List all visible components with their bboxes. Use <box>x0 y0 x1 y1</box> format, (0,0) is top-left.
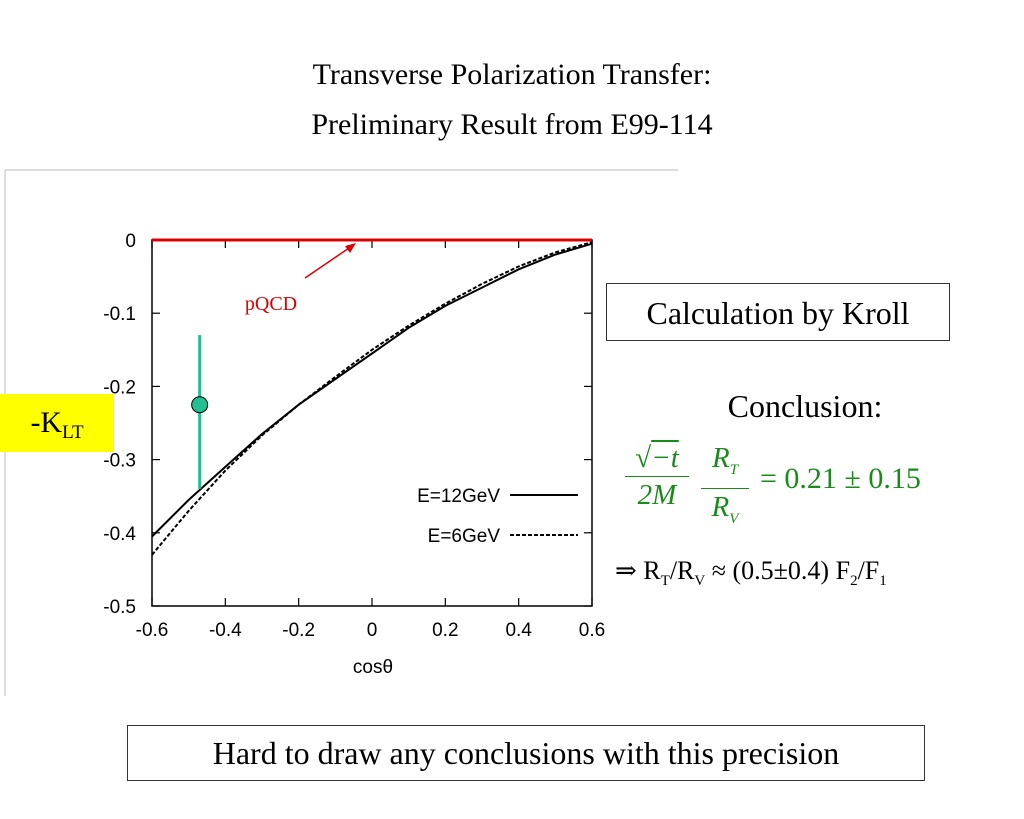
rv-letter: R <box>711 490 730 523</box>
y-tick-label: -0.5 <box>103 597 136 618</box>
frac-rt-over-rv: RT RV <box>701 440 749 537</box>
impl-mid: ≈ (0.5±0.4) F <box>705 556 851 585</box>
x-axis-label: cosθ <box>353 657 393 678</box>
chart-svg: -0.6 -0.4 -0.2 0 0.2 0.4 0.6 0 -0.1 -0.2 -0.3 -0.4 -… <box>4 169 678 696</box>
frac-rv: RV <box>701 489 749 537</box>
impl-prefix: ⇒ R <box>615 556 661 585</box>
impl-v: V <box>694 573 706 590</box>
frac-numerator: √−t <box>635 442 679 474</box>
series-layer <box>151 238 593 556</box>
pqcd-arrow-head <box>345 243 356 253</box>
y-tick-label: 0 <box>125 231 136 252</box>
pqcd-arrow-line <box>304 245 353 279</box>
x-tick-label: -0.2 <box>282 620 315 641</box>
sqrt-argument: −t <box>651 442 679 474</box>
y-tick-label: -0.1 <box>103 304 136 325</box>
y-tick-label: -0.3 <box>103 451 136 472</box>
data-point-0 <box>191 396 209 414</box>
bottom-note-box: Hard to draw any conclusions with this p… <box>127 725 925 781</box>
frac-sqrt-t-over-2m: √−t 2M <box>625 440 689 513</box>
conclusion-heading: Conclusion: <box>727 388 883 424</box>
y-tick-label: -0.4 <box>103 524 136 545</box>
pqcd-annotation: pQCD <box>245 293 297 315</box>
frac-rt: RT <box>701 440 749 488</box>
y-axis-label-sub: LT <box>62 422 84 443</box>
y-axis-label-main: -K <box>30 406 63 439</box>
x-tick-label: 0.4 <box>505 620 532 641</box>
series-line-2 <box>151 241 593 556</box>
frac-bar <box>625 476 689 477</box>
x-tick-label: -0.6 <box>136 620 169 641</box>
frac-bar-2 <box>701 487 749 489</box>
rv-sub: V <box>729 510 739 527</box>
impl-2: 2 <box>850 573 858 590</box>
rt-letter: R <box>711 442 730 474</box>
y-tick-label: -0.2 <box>103 377 136 398</box>
kroll-label-box: Calculation by Kroll <box>606 283 950 341</box>
impl-t: T <box>660 573 670 590</box>
impl-1: 1 <box>879 573 887 590</box>
chart-container: -0.6 -0.4 -0.2 0 0.2 0.4 0.6 0 -0.1 -0.2 -0.3 -0.4 -… <box>0 168 680 698</box>
equation-rhs: = 0.21 ± 0.15 <box>760 462 921 495</box>
axes-layer: -0.6 -0.4 -0.2 0 0.2 0.4 0.6 0 -0.1 -0.2 -0.3 -0.4 -… <box>103 231 605 641</box>
legend-layer: E=12GeV E=6GeV <box>417 486 578 547</box>
impl-slash2: /F <box>857 556 880 585</box>
legend-label-1: E=6GeV <box>428 526 501 547</box>
frac-denominator: 2M <box>637 479 677 511</box>
series-line-1 <box>151 242 593 538</box>
implication-line: ⇒ RT/RV ≈ (0.5±0.4) F2/F1 <box>615 556 887 590</box>
points-layer <box>191 335 209 489</box>
slide-title-line2: Preliminary Result from E99-114 <box>311 108 713 141</box>
y-axis-label-box: -KLT <box>0 394 114 452</box>
rt-sub: T <box>729 461 739 478</box>
x-tick-label: 0.6 <box>579 620 605 641</box>
slide-title-line1: Transverse Polarization Transfer: <box>312 58 712 91</box>
plot-frame <box>151 239 593 607</box>
impl-slash: /R <box>669 556 695 585</box>
x-tick-label: 0.2 <box>432 620 458 641</box>
x-tick-label: 0 <box>367 620 378 641</box>
legend-label-0: E=12GeV <box>417 486 500 507</box>
x-tick-label: -0.4 <box>209 620 242 641</box>
